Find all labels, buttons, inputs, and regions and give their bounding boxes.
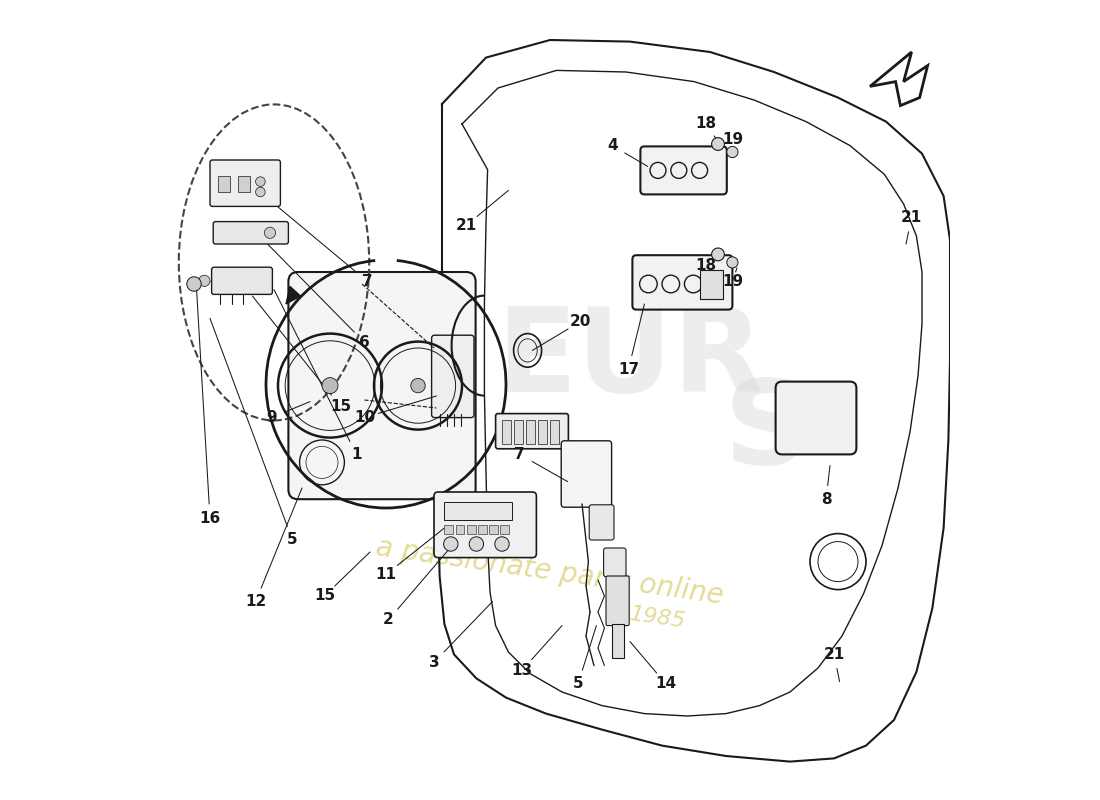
Text: 10: 10 xyxy=(354,410,375,425)
Circle shape xyxy=(410,378,426,393)
FancyBboxPatch shape xyxy=(776,382,857,454)
Text: 14: 14 xyxy=(656,677,676,691)
FancyBboxPatch shape xyxy=(561,441,612,507)
FancyBboxPatch shape xyxy=(590,505,614,540)
Text: 20: 20 xyxy=(570,314,591,329)
FancyBboxPatch shape xyxy=(431,335,474,418)
Bar xyxy=(238,176,250,192)
Text: 16: 16 xyxy=(199,511,221,526)
Circle shape xyxy=(322,378,338,394)
Text: 1985: 1985 xyxy=(628,604,688,631)
Text: 17: 17 xyxy=(618,362,639,377)
FancyBboxPatch shape xyxy=(210,160,280,206)
Bar xyxy=(444,525,453,534)
Bar xyxy=(500,525,509,534)
Text: 18: 18 xyxy=(695,258,716,273)
Text: 1: 1 xyxy=(351,447,362,462)
FancyBboxPatch shape xyxy=(288,272,475,499)
Text: EUR: EUR xyxy=(496,302,763,418)
Text: 7: 7 xyxy=(362,274,373,289)
Bar xyxy=(613,624,624,658)
Bar xyxy=(550,420,559,444)
FancyBboxPatch shape xyxy=(211,267,273,294)
FancyBboxPatch shape xyxy=(604,548,626,577)
FancyBboxPatch shape xyxy=(640,146,727,194)
Circle shape xyxy=(264,227,276,238)
Text: 7: 7 xyxy=(515,447,525,462)
Text: 11: 11 xyxy=(375,567,396,582)
Text: a passionate parts online: a passionate parts online xyxy=(374,534,726,610)
Bar xyxy=(538,420,547,444)
Circle shape xyxy=(470,537,484,551)
Text: 18: 18 xyxy=(695,117,716,131)
Bar xyxy=(701,270,723,299)
Text: 5: 5 xyxy=(287,533,298,547)
FancyBboxPatch shape xyxy=(496,414,569,449)
Bar xyxy=(502,420,510,444)
FancyBboxPatch shape xyxy=(606,576,629,626)
Circle shape xyxy=(712,138,725,150)
Text: 9: 9 xyxy=(266,410,277,425)
Text: 4: 4 xyxy=(607,138,618,153)
Circle shape xyxy=(727,257,738,268)
Text: 5: 5 xyxy=(573,677,583,691)
Text: 19: 19 xyxy=(722,133,742,147)
Bar xyxy=(466,525,475,534)
Text: 19: 19 xyxy=(722,274,742,289)
FancyBboxPatch shape xyxy=(632,255,733,310)
Circle shape xyxy=(187,277,201,291)
Text: 21: 21 xyxy=(824,647,845,662)
Text: 13: 13 xyxy=(512,663,532,678)
Circle shape xyxy=(255,187,265,197)
Circle shape xyxy=(199,275,210,286)
Bar xyxy=(514,420,522,444)
Circle shape xyxy=(255,177,265,186)
Circle shape xyxy=(712,248,725,261)
Text: 15: 15 xyxy=(314,589,336,603)
Bar xyxy=(455,525,464,534)
Circle shape xyxy=(495,537,509,551)
Text: 8: 8 xyxy=(821,493,832,507)
Text: 3: 3 xyxy=(429,655,439,670)
Bar xyxy=(218,176,230,192)
Text: 21: 21 xyxy=(455,218,476,233)
FancyBboxPatch shape xyxy=(213,222,288,244)
Bar xyxy=(526,420,535,444)
Text: 12: 12 xyxy=(245,594,266,609)
Bar xyxy=(444,502,513,520)
Circle shape xyxy=(727,146,738,158)
FancyBboxPatch shape xyxy=(434,492,537,558)
Text: S: S xyxy=(724,374,808,490)
Bar xyxy=(490,525,498,534)
Bar xyxy=(478,525,487,534)
Circle shape xyxy=(443,537,458,551)
Text: 2: 2 xyxy=(383,613,394,627)
Text: 6: 6 xyxy=(359,335,370,350)
Text: 21: 21 xyxy=(901,210,922,225)
Polygon shape xyxy=(286,286,300,304)
Text: 15: 15 xyxy=(330,399,351,414)
